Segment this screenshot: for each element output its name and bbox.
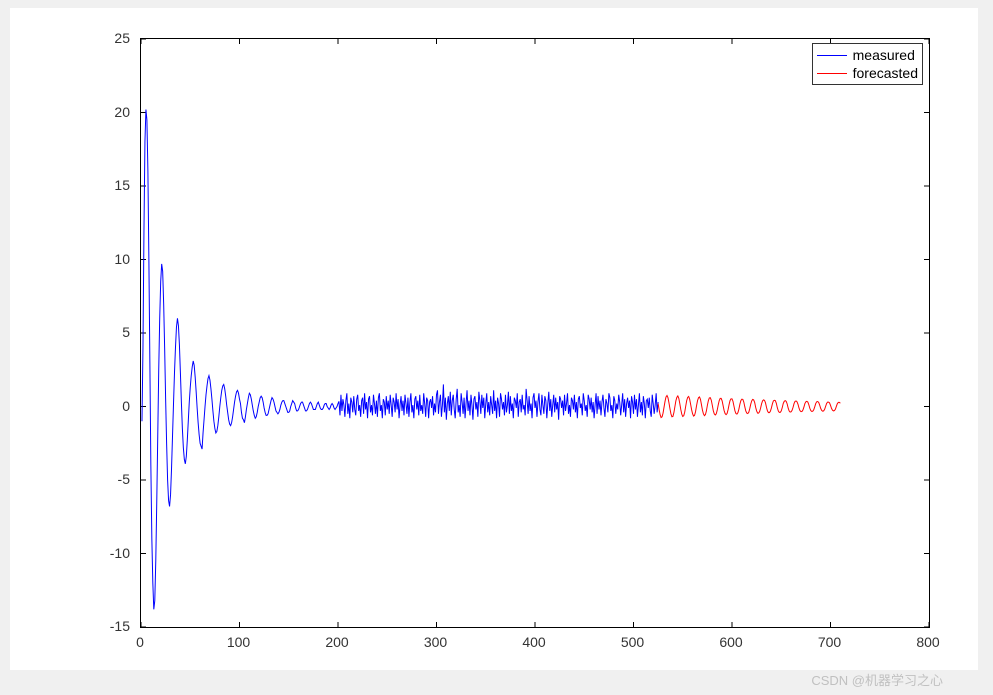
xtick-label: 800 [916, 634, 939, 650]
watermark-text: CSDN @机器学习之心 [811, 670, 943, 689]
legend-line-icon [817, 73, 847, 74]
plot-svg [141, 39, 931, 629]
legend-item: forecasted [817, 64, 918, 82]
ytick-label: 15 [110, 177, 130, 193]
xtick-label: 300 [424, 634, 447, 650]
ytick-label: -15 [102, 618, 130, 634]
xtick-label: 200 [325, 634, 348, 650]
ytick-label: 20 [110, 104, 130, 120]
series-forecasted [658, 395, 840, 417]
series-measured [142, 110, 658, 610]
ytick-label: -10 [102, 545, 130, 561]
legend-label: forecasted [853, 65, 918, 81]
xtick-label: 600 [719, 634, 742, 650]
figure-canvas: measuredforecasted 010020030040050060070… [10, 8, 978, 670]
ytick-label: 25 [110, 30, 130, 46]
xtick-label: 400 [522, 634, 545, 650]
legend-item: measured [817, 46, 918, 64]
xtick-label: 700 [818, 634, 841, 650]
legend-line-icon [817, 55, 847, 56]
xtick-label: 100 [227, 634, 250, 650]
ytick-label: 0 [118, 398, 130, 414]
legend-label: measured [853, 47, 915, 63]
xtick-label: 0 [136, 634, 144, 650]
legend: measured forecasted [812, 43, 923, 85]
ytick-label: 5 [118, 324, 130, 340]
axes: measured forecasted [140, 38, 930, 628]
xtick-label: 500 [621, 634, 644, 650]
ytick-label: -5 [110, 471, 130, 487]
ytick-label: 10 [110, 251, 130, 267]
